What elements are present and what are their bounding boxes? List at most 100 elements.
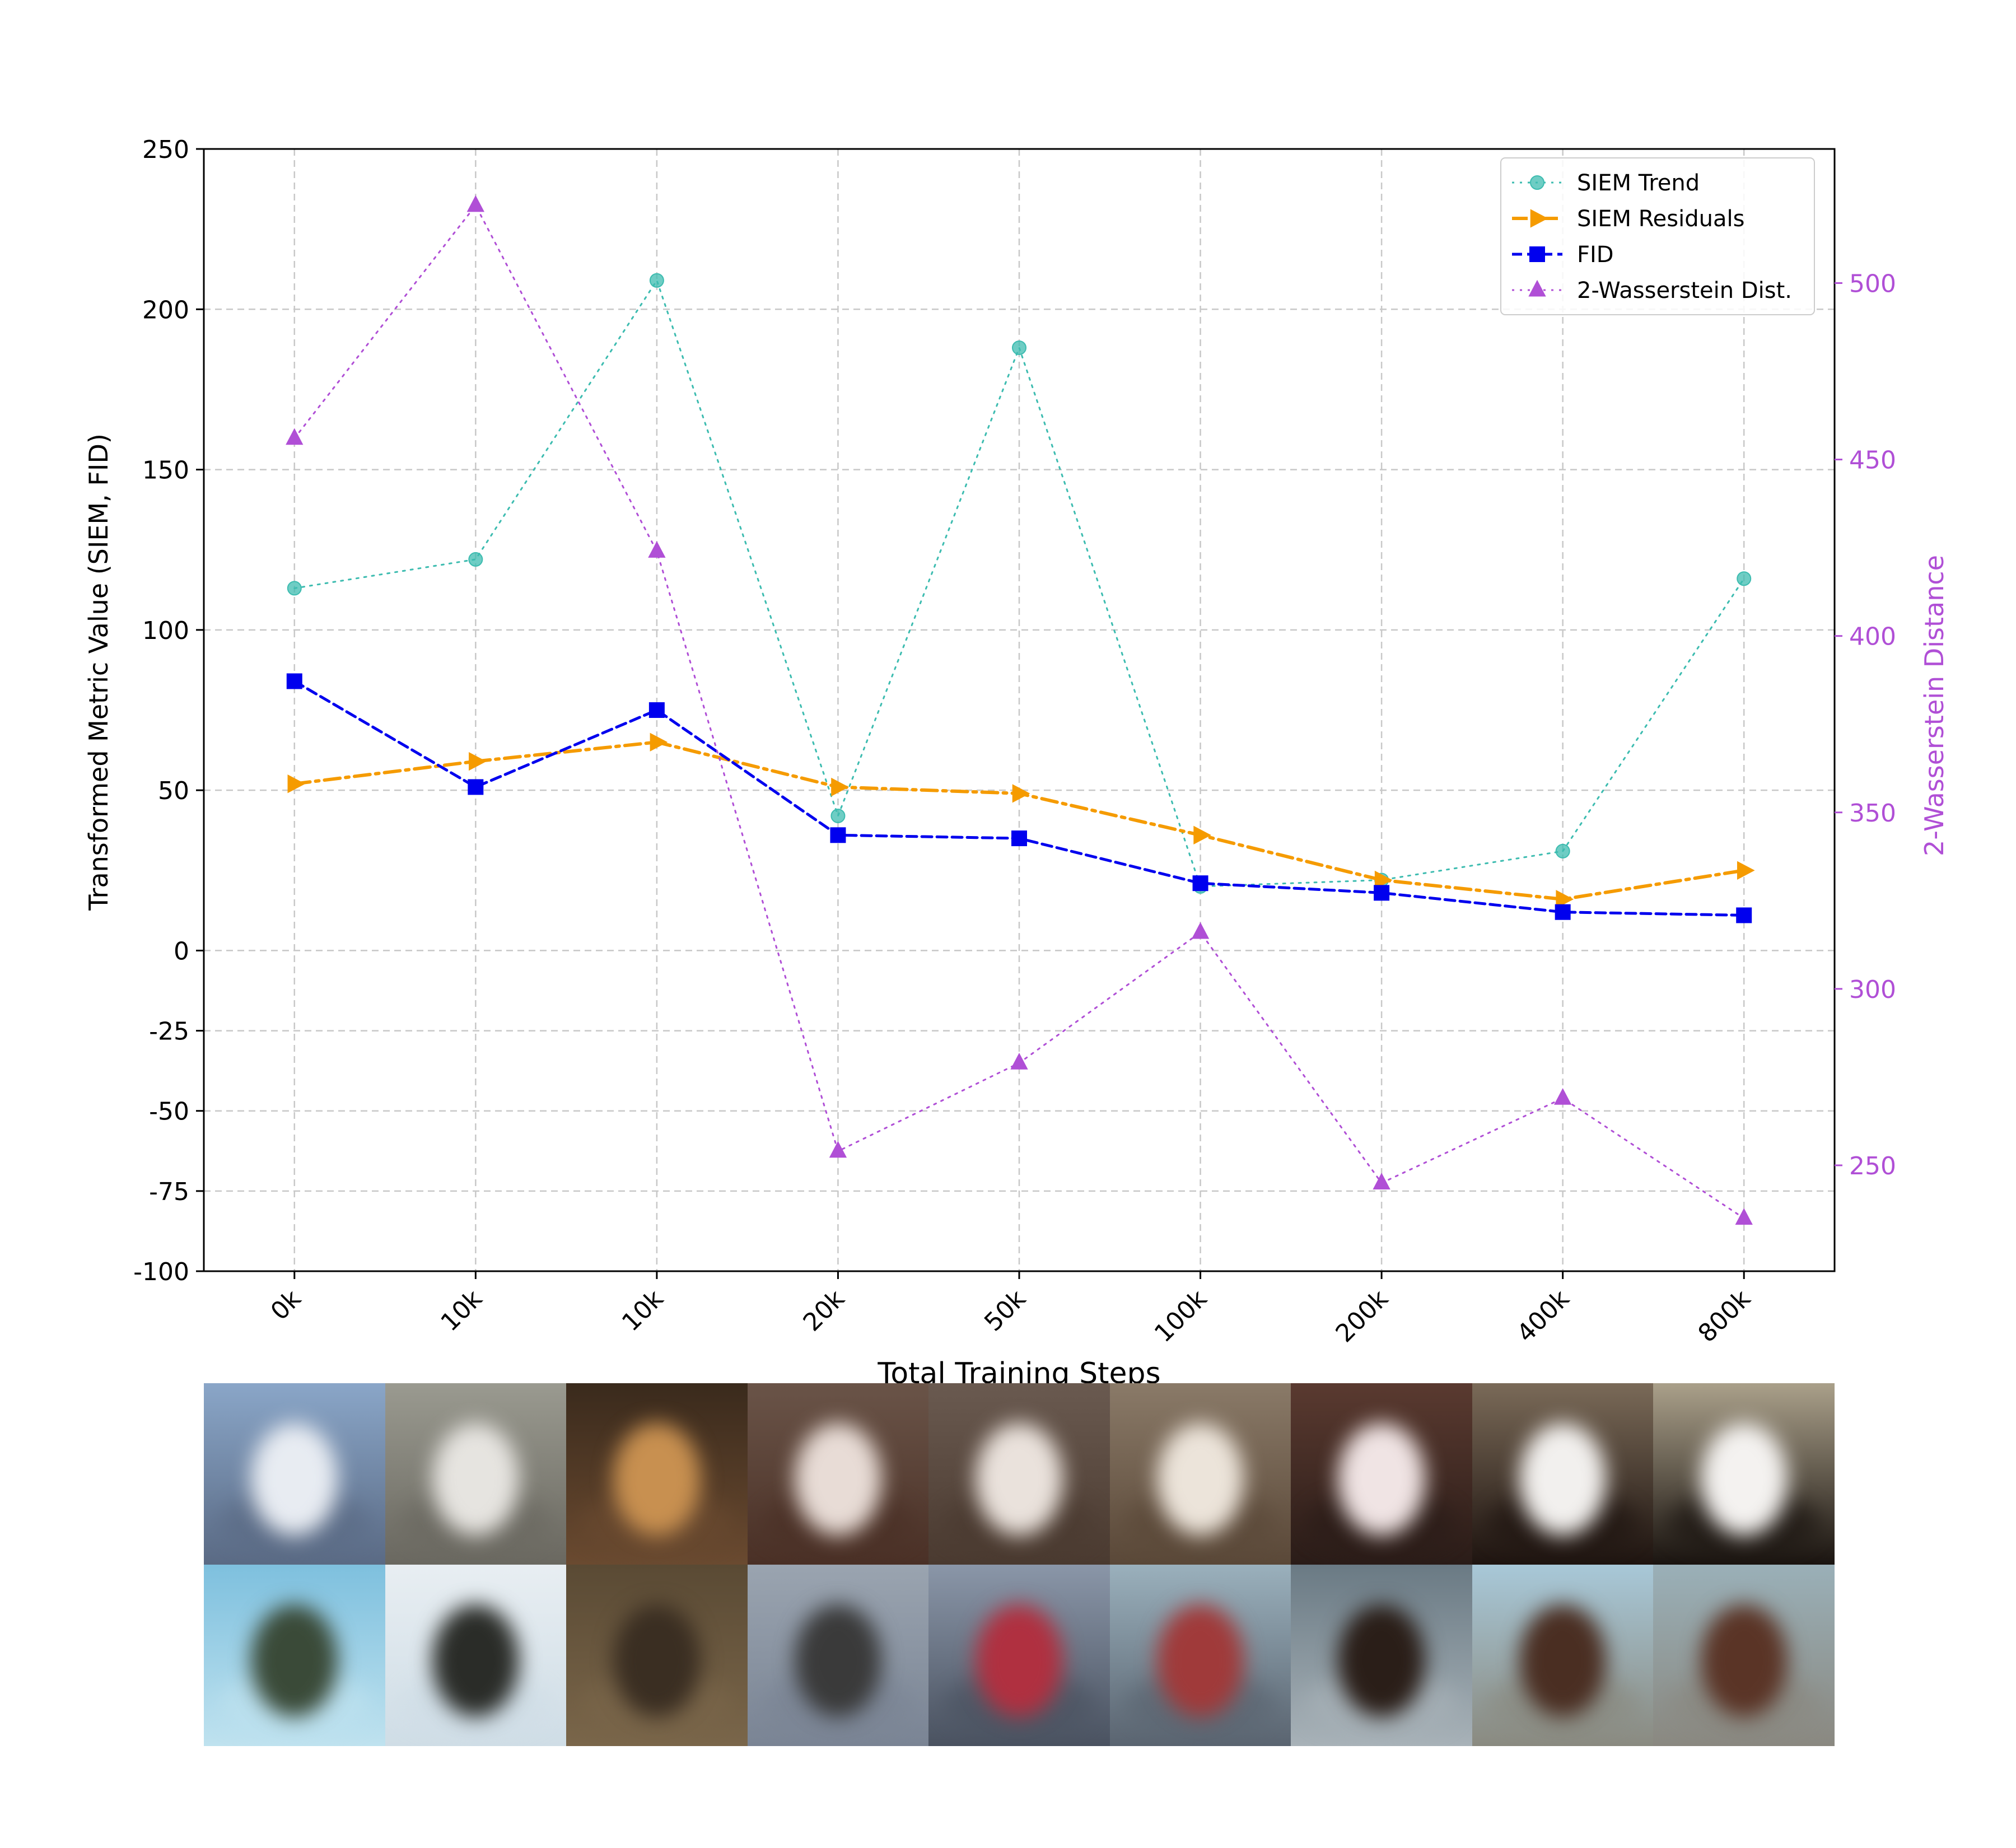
sample-subject bbox=[1338, 1423, 1425, 1536]
left-y-tick-label: -25 bbox=[149, 1018, 189, 1046]
x-tick-label: 400k bbox=[1511, 1284, 1575, 1348]
sample-image-horse bbox=[566, 1565, 748, 1746]
x-tick-label: 800k bbox=[1693, 1284, 1757, 1348]
series-layer bbox=[286, 195, 1755, 1225]
x-tick-label: 20k bbox=[798, 1284, 851, 1337]
left-y-tick-label: -100 bbox=[133, 1258, 189, 1286]
sample-subject bbox=[251, 1423, 338, 1536]
left-y-tick-label: 100 bbox=[142, 617, 189, 645]
series-fid bbox=[286, 673, 1752, 923]
left-y-tick-label: -75 bbox=[149, 1178, 189, 1206]
legend-marker bbox=[1528, 279, 1546, 297]
sample-image-horse bbox=[747, 1565, 929, 1746]
data-point bbox=[1191, 922, 1210, 939]
data-point bbox=[286, 673, 302, 689]
data-point bbox=[830, 808, 846, 823]
sample-image-horse bbox=[928, 1565, 1110, 1746]
right-y-tick-label: 450 bbox=[1849, 446, 1896, 475]
generated-samples-grid bbox=[204, 1383, 1835, 1746]
left-y-tick-label: 200 bbox=[142, 296, 189, 324]
x-tick-label: 10k bbox=[435, 1284, 488, 1337]
data-point bbox=[1374, 885, 1390, 901]
series-siem-residuals bbox=[287, 732, 1755, 909]
sample-subject bbox=[1156, 1604, 1244, 1718]
x-axis: 0k 10k 10k 20k 50k 100k 200k 400k 800k bbox=[265, 1271, 1757, 1348]
data-point bbox=[287, 581, 302, 596]
sample-image-dog bbox=[928, 1383, 1110, 1565]
legend-label: SIEM Trend bbox=[1577, 170, 1700, 196]
data-point bbox=[1735, 1208, 1753, 1225]
x-tick-label: 0k bbox=[265, 1284, 307, 1326]
sample-subject bbox=[1700, 1604, 1788, 1718]
sample-image-dog bbox=[385, 1383, 567, 1565]
data-point bbox=[468, 552, 483, 567]
sample-subject bbox=[976, 1604, 1063, 1718]
left-y-axis-label: Transformed Metric Value (SIEM, FID) bbox=[83, 433, 114, 911]
legend-marker bbox=[1530, 175, 1544, 190]
sample-subject bbox=[613, 1604, 701, 1718]
data-point bbox=[1192, 875, 1208, 892]
x-tick-label: 100k bbox=[1149, 1284, 1213, 1348]
right-y-tick-label: 250 bbox=[1849, 1152, 1896, 1180]
legend-box bbox=[1500, 157, 1815, 315]
data-point bbox=[287, 774, 306, 794]
data-point bbox=[829, 1141, 847, 1158]
data-point bbox=[1736, 907, 1752, 923]
data-point bbox=[1737, 861, 1755, 880]
left-y-tick-label: 250 bbox=[142, 136, 189, 164]
data-point bbox=[468, 779, 484, 795]
data-point bbox=[830, 827, 846, 843]
sample-subject bbox=[794, 1423, 882, 1536]
sample-image-dog bbox=[1291, 1383, 1472, 1565]
sample-subject bbox=[1338, 1604, 1425, 1718]
left-y-tick-label: -50 bbox=[149, 1098, 189, 1126]
data-point bbox=[648, 541, 666, 558]
sample-subject bbox=[1519, 1423, 1607, 1536]
data-point bbox=[286, 428, 304, 445]
legend-marker bbox=[1530, 209, 1548, 228]
sample-image-dog bbox=[566, 1383, 748, 1565]
legend: SIEM Trend SIEM Residuals FID 2-Wasserstein… bbox=[1500, 157, 1815, 315]
sample-subject bbox=[251, 1604, 338, 1718]
sample-subject bbox=[1519, 1604, 1607, 1718]
sample-subject bbox=[1700, 1423, 1788, 1536]
right-y-tick-label: 300 bbox=[1849, 976, 1896, 1004]
data-point bbox=[1374, 870, 1393, 890]
sample-image-horse bbox=[204, 1565, 385, 1746]
data-point bbox=[1556, 890, 1574, 909]
sample-image-horse bbox=[385, 1565, 567, 1746]
right-y-tick-label: 350 bbox=[1849, 799, 1896, 828]
sample-subject bbox=[432, 1604, 519, 1718]
data-point bbox=[1554, 1088, 1572, 1105]
legend-label: 2-Wasserstein Dist. bbox=[1577, 278, 1792, 304]
grid-layer bbox=[204, 148, 1835, 1272]
legend-label: FID bbox=[1577, 242, 1614, 268]
data-point bbox=[1012, 340, 1026, 355]
sample-subject bbox=[976, 1423, 1063, 1536]
data-point bbox=[1555, 904, 1571, 920]
data-point bbox=[466, 195, 484, 212]
x-tick-label: 50k bbox=[979, 1284, 1032, 1337]
left-y-tick-label: 50 bbox=[158, 777, 189, 805]
sample-image-horse bbox=[1291, 1565, 1472, 1746]
right-y-axis-label: 2-Wasserstein Distance bbox=[1919, 555, 1949, 856]
x-tick-label: 200k bbox=[1330, 1284, 1394, 1348]
legend-label: SIEM Residuals bbox=[1577, 206, 1744, 232]
data-point bbox=[1737, 571, 1752, 586]
sample-image-dog bbox=[747, 1383, 929, 1565]
left-y-tick-label: 0 bbox=[174, 937, 189, 965]
right-y-tick-label: 500 bbox=[1849, 269, 1896, 298]
x-tick-label: 10k bbox=[617, 1284, 669, 1337]
data-point bbox=[1010, 1052, 1028, 1070]
data-point bbox=[1012, 784, 1030, 803]
data-point bbox=[1373, 1173, 1390, 1189]
series-2-wasserstein-dist- bbox=[286, 195, 1753, 1225]
data-point bbox=[1193, 825, 1211, 844]
sample-image-dog bbox=[1472, 1383, 1654, 1565]
sample-image-dog bbox=[204, 1383, 385, 1565]
left-y-axis: -100 -75 -50 -25 0 50 100 150 200 250 bbox=[133, 136, 204, 1286]
data-point bbox=[1011, 830, 1027, 847]
data-point bbox=[469, 752, 487, 771]
legend-marker bbox=[1529, 246, 1545, 262]
